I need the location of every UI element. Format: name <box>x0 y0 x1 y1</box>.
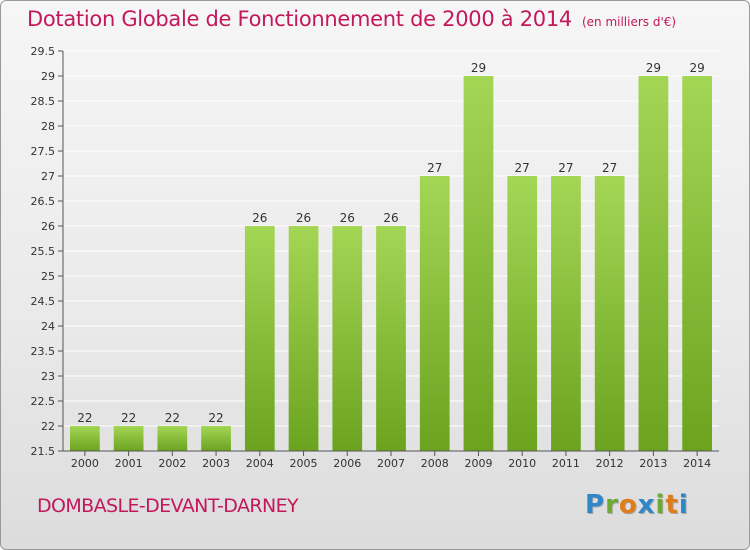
y-tick-label-6: 24.5 <box>31 295 56 308</box>
x-tick-labels: 2000 2001 2002 2003 2004 2005 2006 2007 2008 2009… <box>71 457 711 470</box>
y-tick-label-11: 27 <box>41 170 55 183</box>
bar-2003 <box>201 426 231 451</box>
x-tick-label-9: 2009 <box>464 457 492 470</box>
logo-letter-4: i <box>655 490 666 520</box>
x-tick-label-8: 2008 <box>421 457 449 470</box>
x-tick-label-10: 2010 <box>508 457 536 470</box>
x-tick-label-12: 2012 <box>596 457 624 470</box>
bar-2014 <box>682 76 713 451</box>
axes <box>58 50 719 456</box>
y-tick-label-12: 27.5 <box>31 145 56 158</box>
y-tick-label-5: 24 <box>41 320 55 333</box>
y-tick-label-2: 22.5 <box>31 395 56 408</box>
data-label-8: 27 <box>427 161 442 175</box>
x-tick-label-6: 2006 <box>333 457 361 470</box>
bar-2000 <box>69 426 100 451</box>
logo-letter-6: i <box>678 490 689 520</box>
y-tick-label-0: 21.5 <box>31 445 56 458</box>
logo-letter-0: P <box>585 490 606 520</box>
logo-letter-5: t <box>665 490 679 520</box>
x-tick-label-5: 2005 <box>290 457 318 470</box>
y-tick-label-16: 29.5 <box>31 45 56 58</box>
data-label-13: 29 <box>646 61 661 75</box>
bar-2005 <box>288 226 319 451</box>
x-tick-label-3: 2003 <box>202 457 230 470</box>
y-tick-label-4: 23.5 <box>31 345 56 358</box>
chart-title-text: Dotation Globale de Fonctionnement de 20… <box>27 7 572 31</box>
y-tick-label-13: 28 <box>41 120 55 133</box>
data-label-11: 27 <box>558 161 573 175</box>
y-tick-label-1: 22 <box>41 420 55 433</box>
bar-2013 <box>638 76 669 451</box>
data-label-0: 22 <box>77 411 92 425</box>
bar-2009 <box>463 76 494 451</box>
chart-subtitle: (en milliers d'€) <box>581 15 677 29</box>
proxiti-logo: Proxiti <box>585 490 689 520</box>
data-label-5: 26 <box>296 211 311 225</box>
bar-2010 <box>507 176 538 451</box>
data-label-14: 29 <box>689 61 704 75</box>
y-tick-labels: 21.5 22 22.5 23 23.5 24 24.5 25 25.5 26 26.5 27 27.5… <box>31 45 56 458</box>
x-tick-label-0: 2000 <box>71 457 99 470</box>
y-tick-label-9: 26 <box>41 220 55 233</box>
data-label-7: 26 <box>383 211 398 225</box>
bar-2008 <box>419 176 450 451</box>
y-tick-label-14: 28.5 <box>31 95 56 108</box>
bar-2001 <box>113 426 144 451</box>
data-label-10: 27 <box>515 161 530 175</box>
y-tick-label-8: 25.5 <box>31 245 56 258</box>
x-tick-label-1: 2001 <box>115 457 143 470</box>
x-tick-label-4: 2004 <box>246 457 274 470</box>
y-tick-label-7: 25 <box>41 270 55 283</box>
y-tick-label-10: 26.5 <box>31 195 56 208</box>
data-label-6: 26 <box>340 211 355 225</box>
chart-title: Dotation Globale de Fonctionnement de 20… <box>27 7 676 31</box>
data-label-9: 29 <box>471 61 486 75</box>
bar-2006 <box>332 226 363 451</box>
x-tick-label-13: 2013 <box>639 457 667 470</box>
bars <box>69 76 713 451</box>
bar-2004 <box>244 226 275 451</box>
x-tick-label-14: 2014 <box>683 457 711 470</box>
y-tick-label-3: 23 <box>41 370 55 383</box>
bar-2012 <box>594 176 625 451</box>
logo-letter-1: r <box>605 490 619 520</box>
logo-letter-3: x <box>637 490 656 520</box>
logo-letter-2: o <box>618 490 638 520</box>
data-label-12: 27 <box>602 161 617 175</box>
data-label-4: 26 <box>252 211 267 225</box>
bar-2007 <box>376 226 406 451</box>
bar-2002 <box>157 426 188 451</box>
x-tick-label-2: 2002 <box>158 457 186 470</box>
x-tick-label-11: 2011 <box>552 457 580 470</box>
x-tick-label-7: 2007 <box>377 457 405 470</box>
y-tick-label-15: 29 <box>41 70 55 83</box>
data-label-3: 22 <box>208 411 223 425</box>
commune-name: DOMBASLE-DEVANT-DARNEY <box>37 495 299 517</box>
bar-2011 <box>551 176 581 451</box>
data-labels: 22 22 22 22 26 26 26 26 27 29 27 27 27 29 29 <box>77 61 705 425</box>
data-label-2: 22 <box>165 411 180 425</box>
data-label-1: 22 <box>121 411 136 425</box>
